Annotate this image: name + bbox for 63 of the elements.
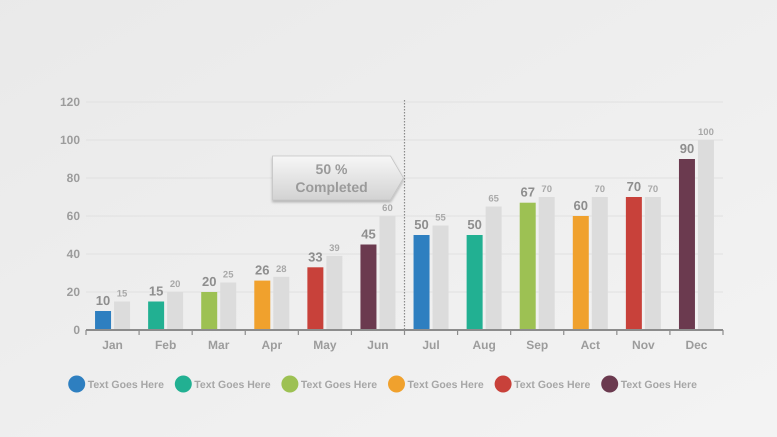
legend-label: Text Goes Here (408, 379, 484, 391)
x-tick-label: Dec (685, 338, 708, 352)
data-label: 60 (382, 203, 393, 214)
bar (572, 216, 589, 330)
data-label: 70 (626, 179, 642, 194)
data-label: 50 (414, 217, 429, 232)
bar (114, 302, 130, 330)
bar (360, 244, 376, 330)
bar (414, 235, 430, 330)
data-label: 100 (698, 127, 714, 138)
bar (307, 267, 324, 330)
legend-label: Text Goes Here (194, 379, 271, 391)
bar (148, 302, 164, 330)
data-label: 65 (488, 194, 500, 204)
data-label: 26 (255, 262, 270, 278)
data-label: 10 (96, 293, 110, 308)
bar (466, 235, 483, 330)
y-tick-label: 60 (66, 209, 80, 223)
data-label: 70 (541, 184, 552, 195)
bar (95, 311, 112, 330)
x-tick-label: Feb (154, 338, 176, 352)
legend-label: Text Goes Here (88, 379, 164, 391)
bar (678, 159, 695, 330)
data-label: 20 (170, 279, 180, 290)
y-tick-label: 80 (66, 171, 80, 185)
data-label: 33 (308, 249, 323, 264)
bar (201, 292, 218, 330)
x-tick-label: Jan (102, 338, 123, 352)
x-tick-label: Jun (367, 338, 389, 352)
x-tick-label: Act (580, 338, 600, 352)
data-label: 28 (276, 264, 287, 275)
bar (626, 197, 642, 330)
data-label: 25 (222, 270, 234, 280)
x-tick-label: May (313, 338, 337, 352)
data-label: 15 (148, 284, 164, 298)
data-label: 45 (361, 226, 376, 242)
x-tick-label: Apr (261, 338, 282, 352)
x-tick-label: Nov (632, 338, 656, 352)
y-tick-label: 100 (60, 133, 80, 147)
data-label: 70 (648, 184, 658, 195)
legend-label: Text Goes Here (514, 379, 591, 391)
x-tick-label: Aug (472, 338, 496, 352)
bar (254, 280, 270, 330)
data-label: 90 (680, 141, 694, 156)
data-label: 50 (467, 217, 482, 232)
x-tick-label: Jul (422, 338, 440, 352)
data-label: 60 (574, 198, 588, 213)
data-label: 55 (435, 212, 447, 224)
legend-label: Text Goes Here (620, 379, 698, 391)
y-tick-label: 20 (66, 285, 80, 299)
data-label: 39 (329, 242, 340, 254)
y-tick-label: 40 (66, 247, 80, 261)
annotation: 50 % Completed (295, 161, 368, 195)
y-tick-label: 120 (60, 95, 80, 109)
data-label: 70 (594, 184, 606, 195)
x-tick-label: Mar (208, 338, 230, 352)
y-tick-label: 0 (73, 323, 80, 337)
data-label: 15 (116, 288, 128, 300)
bar (520, 202, 536, 330)
legend-label: Text Goes Here (300, 379, 378, 391)
data-label: 20 (202, 274, 216, 289)
data-label: 67 (520, 184, 535, 200)
x-tick-label: Sep (526, 338, 548, 352)
